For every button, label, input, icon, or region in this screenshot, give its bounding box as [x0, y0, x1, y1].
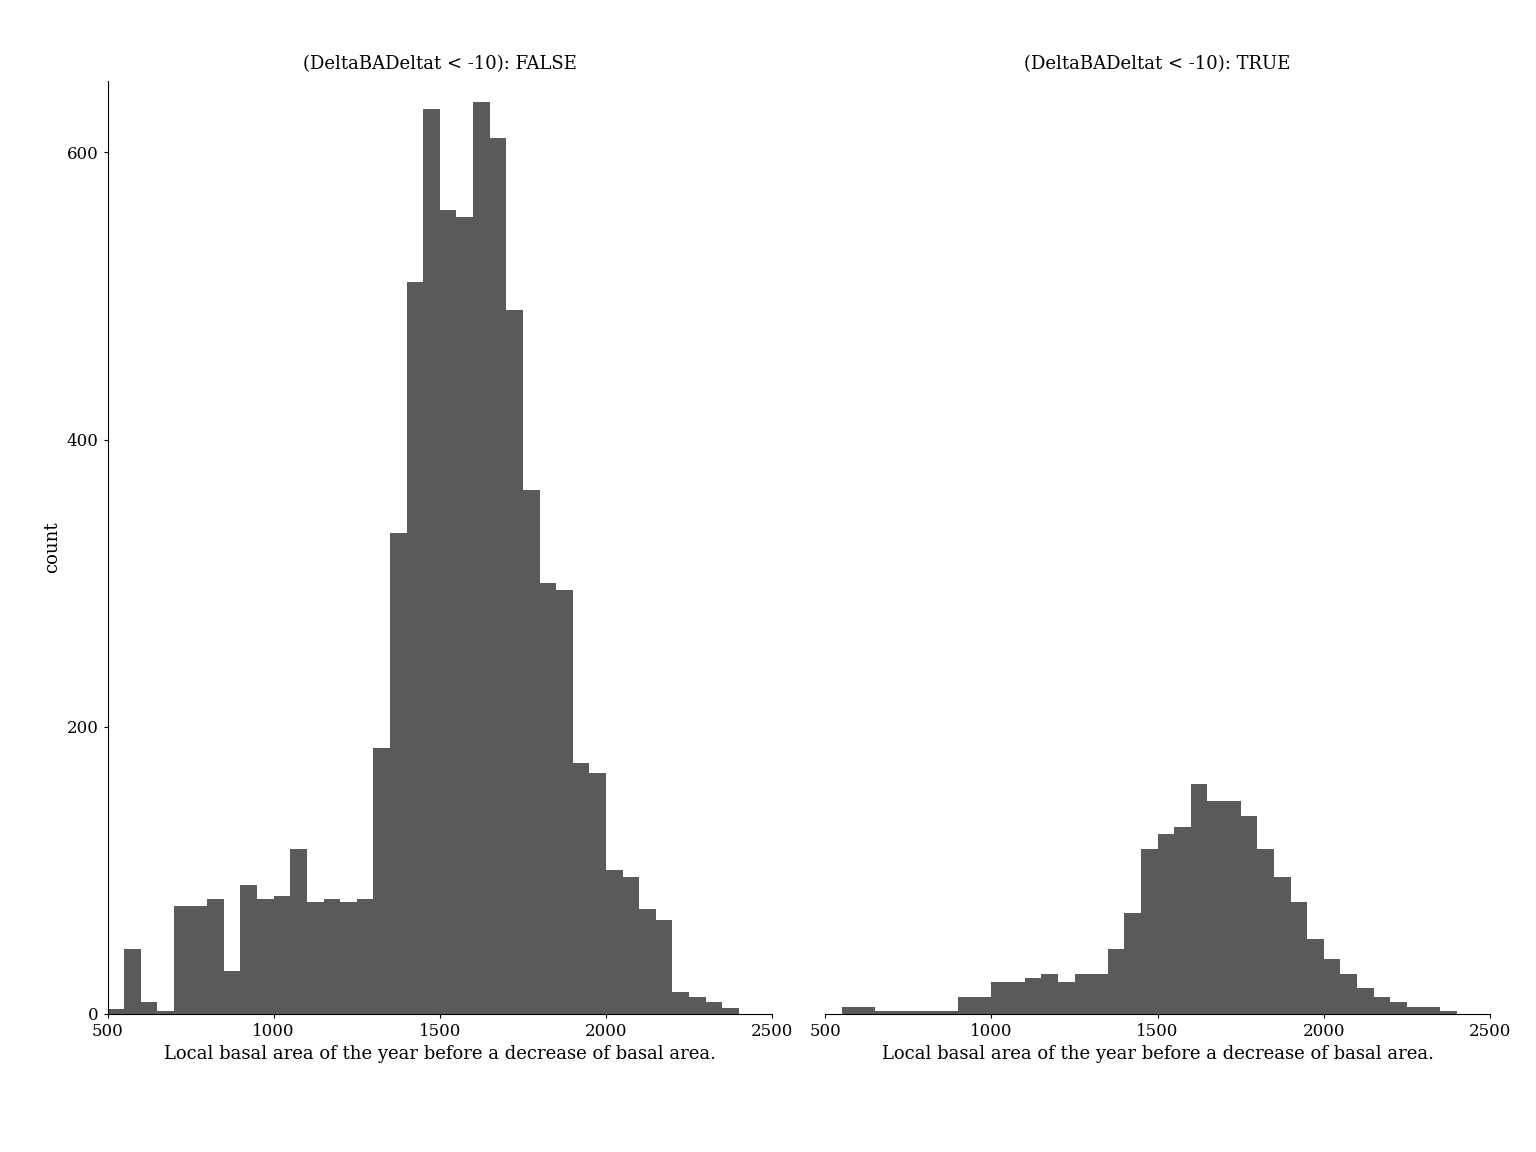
- Bar: [1207, 802, 1224, 1014]
- Bar: [356, 899, 373, 1014]
- Bar: [722, 1008, 739, 1014]
- Bar: [908, 1011, 925, 1014]
- Bar: [290, 849, 307, 1014]
- Bar: [224, 971, 241, 1014]
- Bar: [690, 996, 705, 1014]
- Bar: [141, 1002, 157, 1014]
- Bar: [1341, 973, 1356, 1014]
- Bar: [556, 590, 573, 1014]
- Bar: [1356, 988, 1373, 1014]
- Bar: [439, 210, 456, 1014]
- Bar: [622, 878, 639, 1014]
- Bar: [339, 902, 356, 1014]
- Bar: [1407, 1007, 1424, 1014]
- Bar: [507, 310, 522, 1014]
- Bar: [639, 909, 656, 1014]
- Bar: [842, 1007, 859, 1014]
- Bar: [1324, 960, 1341, 1014]
- Bar: [1258, 849, 1273, 1014]
- Bar: [705, 1002, 722, 1014]
- Bar: [1174, 827, 1190, 1014]
- Bar: [1075, 973, 1091, 1014]
- Bar: [241, 885, 257, 1014]
- Bar: [1224, 802, 1241, 1014]
- Bar: [975, 996, 991, 1014]
- Bar: [1373, 996, 1390, 1014]
- Bar: [1241, 816, 1258, 1014]
- Bar: [1424, 1007, 1441, 1014]
- Bar: [1107, 949, 1124, 1014]
- Y-axis label: count: count: [43, 522, 61, 573]
- Bar: [1290, 902, 1307, 1014]
- Bar: [424, 109, 439, 1014]
- Bar: [925, 1011, 942, 1014]
- Bar: [1273, 878, 1290, 1014]
- Bar: [1441, 1011, 1456, 1014]
- Bar: [859, 1007, 876, 1014]
- Bar: [607, 870, 622, 1014]
- Bar: [673, 992, 690, 1014]
- Bar: [407, 281, 424, 1014]
- Bar: [573, 763, 590, 1014]
- Title: (DeltaBADeltat < -10): TRUE: (DeltaBADeltat < -10): TRUE: [1025, 55, 1290, 74]
- Bar: [539, 583, 556, 1014]
- Bar: [456, 217, 473, 1014]
- Bar: [522, 490, 539, 1014]
- X-axis label: Local basal area of the year before a decrease of basal area.: Local basal area of the year before a de…: [164, 1045, 716, 1063]
- Bar: [473, 103, 490, 1014]
- Bar: [157, 1011, 174, 1014]
- Bar: [942, 1011, 958, 1014]
- Bar: [1025, 978, 1041, 1014]
- Bar: [1008, 983, 1025, 1014]
- Bar: [991, 983, 1008, 1014]
- Bar: [490, 138, 507, 1014]
- Bar: [207, 899, 224, 1014]
- Bar: [876, 1011, 892, 1014]
- Bar: [1058, 983, 1075, 1014]
- Bar: [892, 1011, 908, 1014]
- Bar: [1041, 973, 1058, 1014]
- Bar: [108, 1009, 124, 1014]
- Bar: [1390, 1002, 1407, 1014]
- Bar: [1190, 785, 1207, 1014]
- X-axis label: Local basal area of the year before a decrease of basal area.: Local basal area of the year before a de…: [882, 1045, 1433, 1063]
- Bar: [124, 949, 141, 1014]
- Bar: [1307, 939, 1324, 1014]
- Bar: [1141, 849, 1158, 1014]
- Bar: [190, 907, 207, 1014]
- Bar: [590, 773, 607, 1014]
- Bar: [273, 896, 290, 1014]
- Bar: [174, 907, 190, 1014]
- Bar: [958, 996, 975, 1014]
- Bar: [307, 902, 324, 1014]
- Bar: [257, 899, 273, 1014]
- Bar: [1158, 834, 1174, 1014]
- Bar: [1091, 973, 1107, 1014]
- Bar: [1124, 914, 1141, 1014]
- Bar: [656, 920, 673, 1014]
- Bar: [390, 533, 407, 1014]
- Bar: [373, 748, 390, 1014]
- Title: (DeltaBADeltat < -10): FALSE: (DeltaBADeltat < -10): FALSE: [303, 55, 576, 74]
- Bar: [324, 899, 339, 1014]
